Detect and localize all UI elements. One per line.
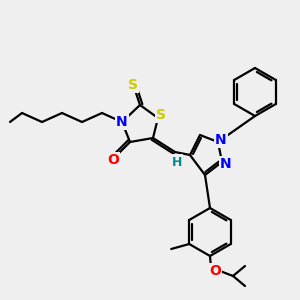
Text: O: O (209, 264, 221, 278)
Text: N: N (220, 157, 232, 171)
Text: O: O (107, 153, 119, 167)
Text: S: S (156, 108, 166, 122)
Text: N: N (116, 115, 128, 129)
Text: N: N (215, 133, 227, 147)
Text: H: H (172, 155, 182, 169)
Text: S: S (128, 78, 138, 92)
